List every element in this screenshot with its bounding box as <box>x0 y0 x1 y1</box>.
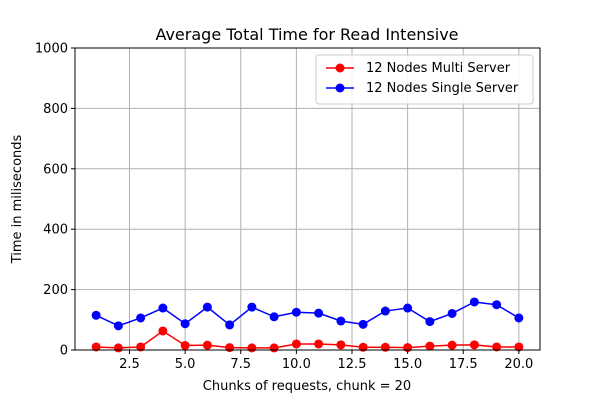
data-point-0 <box>447 340 457 350</box>
legend-box <box>315 54 534 105</box>
data-point-0 <box>425 341 435 351</box>
data-point-1 <box>514 313 524 323</box>
data-point-1 <box>269 312 279 322</box>
data-point-0 <box>136 342 146 352</box>
y-tick-label: 200 <box>43 283 68 298</box>
y-tick-label: 1000 <box>35 42 68 57</box>
data-point-1 <box>336 316 346 326</box>
y-axis-label: Time in miliseconds <box>10 134 25 264</box>
data-point-0 <box>469 340 479 350</box>
data-point-1 <box>136 313 146 323</box>
data-point-1 <box>158 303 168 313</box>
x-axis-label: Chunks of requests, chunk = 20 <box>203 379 411 394</box>
x-tick-label: 20.0 <box>504 357 533 372</box>
x-tick-label: 2.5 <box>119 357 140 372</box>
x-tick-label: 12.5 <box>338 357 367 372</box>
y-tick-label: 600 <box>43 162 68 177</box>
data-point-0 <box>247 343 257 353</box>
data-point-1 <box>91 310 101 320</box>
data-point-1 <box>380 306 390 316</box>
data-point-1 <box>247 302 257 312</box>
legend-label-single: 12 Nodes Single Server <box>366 81 519 96</box>
data-point-0 <box>336 340 346 350</box>
plot-series <box>91 297 524 353</box>
data-point-1 <box>425 317 435 327</box>
x-tick-label: 7.5 <box>230 357 251 372</box>
y-tick-label: 400 <box>43 223 68 238</box>
data-point-0 <box>202 340 212 350</box>
x-tick-label: 5.0 <box>175 357 196 372</box>
axis-ticks: 2.5 5.0 7.5 10.0 12.5 15.0 17.5 20.0 0 200 400 600 8… <box>35 42 533 373</box>
x-tick-label: 15.0 <box>393 357 422 372</box>
data-point-1 <box>314 308 324 318</box>
data-point-0 <box>113 343 123 353</box>
data-point-1 <box>403 303 413 313</box>
legend-label-multi: 12 Nodes Multi Server <box>366 61 511 76</box>
data-point-1 <box>225 320 235 330</box>
legend-marker-multi <box>335 63 345 73</box>
data-point-1 <box>180 319 190 329</box>
data-point-1 <box>202 302 212 312</box>
data-point-1 <box>291 307 301 317</box>
data-point-0 <box>314 339 324 349</box>
data-point-1 <box>358 319 368 329</box>
data-point-0 <box>269 343 279 353</box>
x-tick-label: 10.0 <box>282 357 311 372</box>
plot-frame <box>74 47 541 351</box>
y-tick-label: 800 <box>43 102 68 117</box>
data-point-1 <box>469 297 479 307</box>
data-point-1 <box>113 321 123 331</box>
data-point-0 <box>91 342 101 352</box>
data-point-0 <box>225 343 235 353</box>
data-point-0 <box>514 342 524 352</box>
data-point-0 <box>291 339 301 349</box>
data-point-0 <box>492 342 502 352</box>
data-point-1 <box>447 308 457 318</box>
legend-marker-single <box>335 83 345 93</box>
x-tick-label: 17.5 <box>449 357 478 372</box>
legend: 12 Nodes Multi Server 12 Nodes Single Se… <box>315 54 534 105</box>
y-tick-label: 0 <box>60 344 68 359</box>
data-point-1 <box>492 300 502 310</box>
data-point-0 <box>158 326 168 336</box>
data-point-0 <box>180 340 190 350</box>
chart-title: Average Total Time for Read Intensive <box>155 25 458 44</box>
